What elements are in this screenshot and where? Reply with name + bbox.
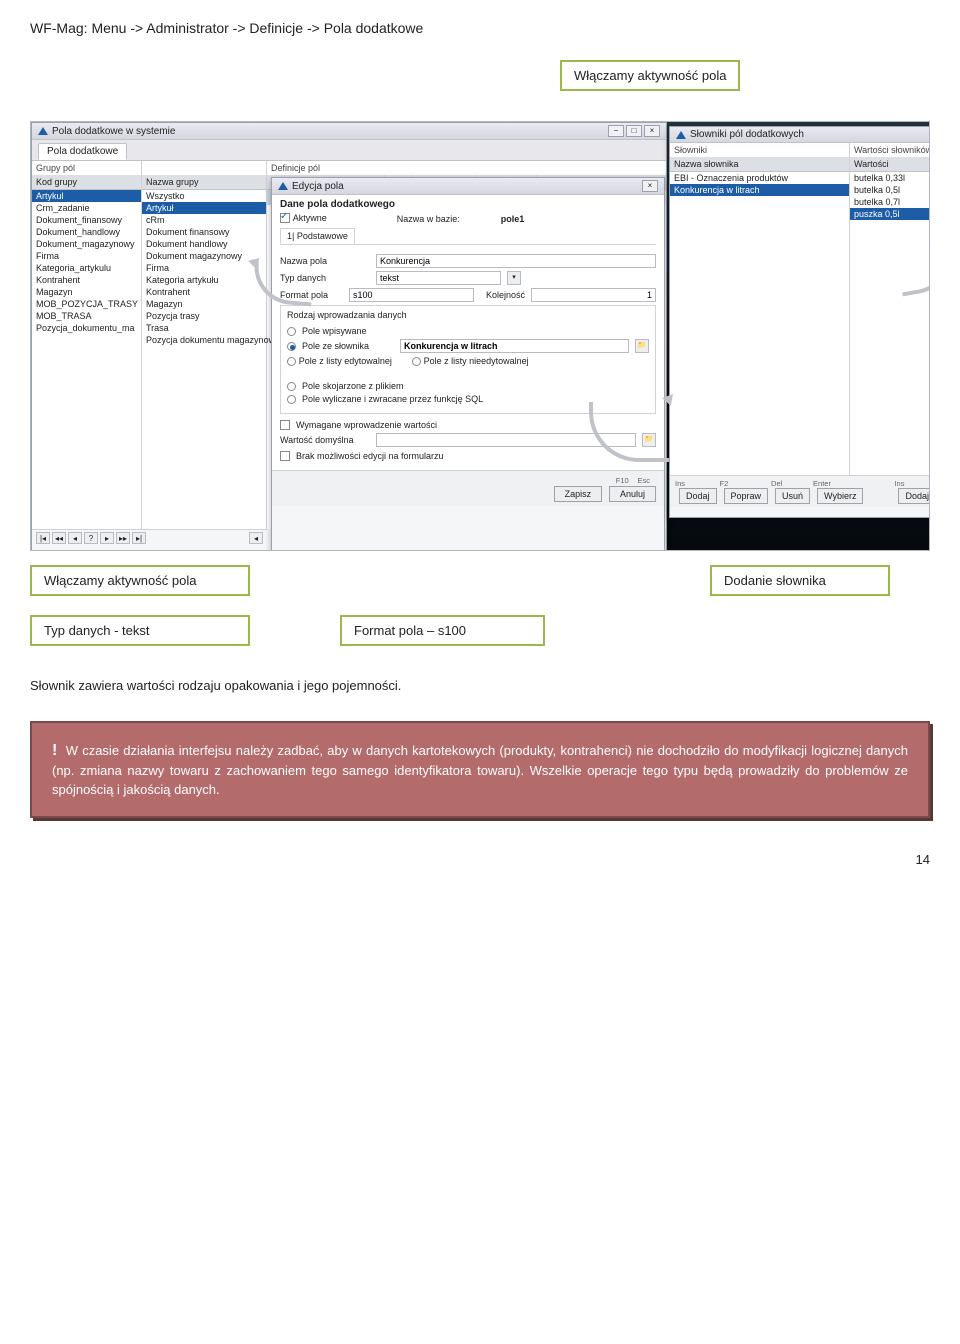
dodaj-button[interactable]: Dodaj xyxy=(679,488,717,504)
kolejnosc-input[interactable] xyxy=(531,288,656,302)
list-item[interactable]: Dokument_handlowy xyxy=(32,226,141,238)
win1-title: Pola dodatkowe w systemie xyxy=(52,126,175,137)
app-icon xyxy=(676,131,686,139)
shift-hint: Shift+F2 xyxy=(32,546,267,551)
list-item[interactable]: Kategoria_artykulu xyxy=(32,262,141,274)
anuluj-button[interactable]: Anuluj xyxy=(609,486,656,502)
callout-typ-danych: Typ danych - tekst xyxy=(30,615,250,646)
list-item[interactable]: Dokument finansowy xyxy=(142,226,266,238)
wartosci-label: Wartości słowników xyxy=(850,143,930,157)
list-item[interactable]: Pozycja trasy xyxy=(142,310,266,322)
list-item[interactable]: Kategoria artykułu xyxy=(142,274,266,286)
list-item[interactable]: Crm_zadanie xyxy=(32,202,141,214)
win2-title: Słowniki pól dodatkowych xyxy=(690,129,804,140)
brak-edycji-checkbox[interactable] xyxy=(280,451,290,461)
list-item[interactable]: Dokument handlowy xyxy=(142,238,266,250)
list-item[interactable]: Magazyn xyxy=(142,298,266,310)
zapisz-button[interactable]: Zapisz xyxy=(554,486,603,502)
list-item[interactable]: Dokument_magazynowy xyxy=(32,238,141,250)
typ-danych-input[interactable] xyxy=(376,271,501,285)
list-item[interactable]: Pozycja dokumentu magazynowe xyxy=(142,334,266,346)
aktywne-checkbox[interactable] xyxy=(280,213,290,223)
wybierz-button[interactable]: Wybierz xyxy=(817,488,863,504)
list-item[interactable]: Konkurencja w litrach xyxy=(670,184,849,196)
radio-sql[interactable] xyxy=(287,395,296,404)
app-icon xyxy=(38,127,48,135)
list-item[interactable]: Kontrahent xyxy=(142,286,266,298)
list-item[interactable]: Firma xyxy=(32,250,141,262)
list-item[interactable]: Kontrahent xyxy=(32,274,141,286)
callout-dodanie-slownika: Dodanie słownika xyxy=(710,565,890,596)
list-item[interactable]: Firma xyxy=(142,262,266,274)
wartosc-domyslna-input[interactable] xyxy=(376,433,636,447)
folder-icon[interactable]: 📁 xyxy=(642,433,656,447)
wymagane-checkbox[interactable] xyxy=(280,420,290,430)
nazwa-bazie-value: pole1 xyxy=(501,214,525,224)
list-item[interactable]: Trasa xyxy=(142,322,266,334)
window-slowniki: Słowniki pól dodatkowych Słowniki Nazwa … xyxy=(669,126,930,518)
close-icon[interactable]: × xyxy=(642,180,658,192)
breadcrumb: WF-Mag: Menu -> Administrator -> Definic… xyxy=(30,20,930,36)
col-kod-grupy: Kod grupy xyxy=(32,175,141,190)
nazwa-pola-input[interactable] xyxy=(376,254,656,268)
tab-pola-dodatkowe[interactable]: Pola dodatkowe xyxy=(38,143,127,160)
list-item[interactable]: butelka 0,5l xyxy=(850,184,930,196)
wszystko-row[interactable]: Wszystko xyxy=(142,190,266,202)
page-number: 14 xyxy=(30,852,930,867)
popraw-button[interactable]: Popraw xyxy=(724,488,769,504)
dialog-edycja-pola: Edycja pola × Dane pola dodatkowego Akty… xyxy=(271,177,665,551)
callout-aktywnosc-top: Włączamy aktywność pola xyxy=(560,60,740,91)
col-nazwa-slownika: Nazwa słownika xyxy=(670,157,849,172)
format-pola-input[interactable] xyxy=(349,288,474,302)
typ-dropdown-icon[interactable]: ▾ xyxy=(507,271,521,285)
alert-icon: ! xyxy=(52,742,57,759)
grupy-pol-label: Grupy pól xyxy=(32,161,141,175)
callout-aktywnosc: Włączamy aktywność pola xyxy=(30,565,250,596)
list-item[interactable]: EBI - Oznaczenia produktów xyxy=(670,172,849,184)
alert-text: W czasie działania interfejsu należy zad… xyxy=(52,743,908,797)
max-icon[interactable]: □ xyxy=(626,125,642,137)
section-title: Dane pola dodatkowego xyxy=(280,199,656,210)
slownik-input[interactable] xyxy=(400,339,629,353)
list-item[interactable]: MOB_TRASA xyxy=(32,310,141,322)
list-item[interactable]: Pozycja_dokumentu_ma xyxy=(32,322,141,334)
dlg-title: Edycja pola xyxy=(292,181,344,192)
list-item[interactable]: butelka 0,7l xyxy=(850,196,930,208)
close-icon[interactable]: × xyxy=(644,125,660,137)
list-item[interactable]: Magazyn xyxy=(32,286,141,298)
callout-format: Format pola – s100 xyxy=(340,615,545,646)
col-wartosci: Wartości xyxy=(850,157,930,172)
list-item[interactable]: butelka 0,33l xyxy=(850,172,930,184)
radio-wpisywane[interactable] xyxy=(287,327,296,336)
list-item[interactable]: Artykuł xyxy=(142,202,266,214)
list-item[interactable]: Dokument_finansowy xyxy=(32,214,141,226)
description-text: Słownik zawiera wartości rodzaju opakowa… xyxy=(30,678,930,693)
folder-icon[interactable]: 📁 xyxy=(635,339,649,353)
col-nazwa-grupy: Nazwa grupy xyxy=(142,175,266,190)
slowniki-label: Słowniki xyxy=(670,143,849,157)
nav-buttons[interactable]: |◂◂◂◂?▸▸▸▸| ◂ xyxy=(32,529,267,546)
dodaj2-button[interactable]: Dodaj xyxy=(898,488,930,504)
radio-lista-edyt[interactable] xyxy=(287,357,296,366)
screenshot: Pola dodatkowe w systemie − □ × Pola dod… xyxy=(30,121,930,551)
alert-box: ! W czasie działania interfejsu należy z… xyxy=(30,721,930,818)
tab-podstawowe[interactable]: 1| Podstawowe xyxy=(280,228,355,244)
list-item[interactable]: MOB_POZYCJA_TRASY xyxy=(32,298,141,310)
list-item[interactable]: puszka 0,5l xyxy=(850,208,930,220)
min-icon[interactable]: − xyxy=(608,125,624,137)
radio-slownik[interactable] xyxy=(287,342,296,351)
list-item[interactable]: cRm xyxy=(142,214,266,226)
usun-button[interactable]: Usuń xyxy=(775,488,810,504)
list-item[interactable]: Artykul xyxy=(32,190,141,202)
definicje-pol-label: Definicje pól xyxy=(267,161,666,175)
app-icon xyxy=(278,182,288,190)
radio-lista-nieedyt[interactable] xyxy=(412,357,421,366)
list-item[interactable]: Dokument magazynowy xyxy=(142,250,266,262)
radio-plik[interactable] xyxy=(287,382,296,391)
